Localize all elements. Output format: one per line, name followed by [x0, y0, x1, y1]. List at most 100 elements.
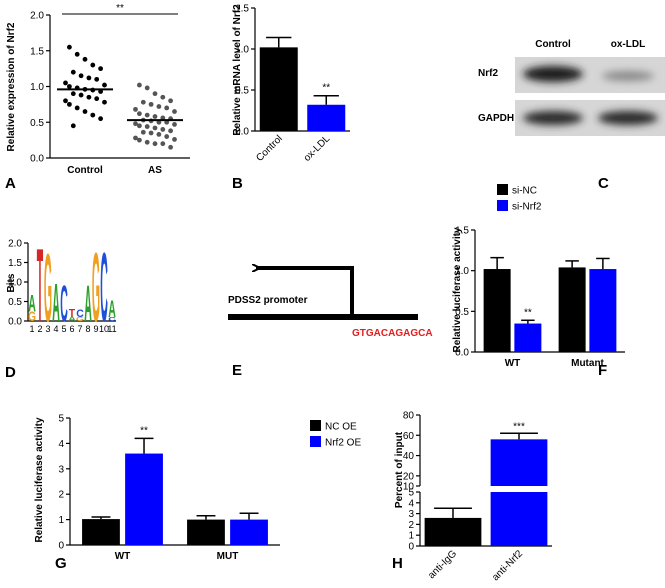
y-tick-label: 40 — [403, 451, 415, 462]
point — [67, 101, 72, 107]
point — [172, 137, 177, 142]
annotation: *** — [513, 421, 525, 432]
legend-label: NC OE — [325, 422, 357, 433]
panel-letter: B — [232, 175, 243, 192]
y-axis-label: Relative expression of Nrf2 — [6, 22, 17, 151]
point — [74, 51, 80, 57]
bar — [490, 439, 548, 486]
bar — [514, 323, 542, 352]
y-tick-label: 0.5 — [8, 297, 22, 308]
annotation: ** — [524, 307, 532, 318]
point — [152, 125, 158, 131]
bar — [125, 453, 163, 545]
point — [133, 121, 138, 127]
bar — [82, 519, 120, 545]
point — [78, 92, 84, 98]
x-tick-label: WT — [115, 551, 131, 562]
bar — [483, 269, 511, 352]
point — [168, 128, 174, 134]
point — [160, 94, 166, 100]
y-tick-label: 0.0 — [30, 154, 44, 165]
point — [148, 101, 154, 107]
blot-band — [598, 111, 658, 125]
x-tick-label: 10 — [99, 324, 109, 334]
point — [78, 73, 84, 79]
panel-letter: F — [598, 362, 607, 379]
x-tick-label: ox-LDL — [302, 133, 333, 164]
panel-letter: D — [5, 364, 16, 381]
chart-g: 0 1 2 3 4 5 ** WT MUT NC OE Nrf2 OE Relative lucife… — [34, 414, 361, 573]
blot-row: Nrf2 — [478, 68, 498, 79]
y-tick-label: 2 — [58, 490, 64, 501]
point — [86, 75, 92, 81]
y-tick-label: 5 — [58, 414, 64, 425]
x-tick-label: 11 — [107, 324, 116, 334]
promoter-label: PDSS2 promoter — [228, 295, 308, 306]
point — [168, 144, 174, 150]
bar — [589, 269, 617, 352]
point — [63, 98, 68, 104]
y-tick-label: 1.5 — [30, 46, 44, 57]
x-tick-label: anti-Nrf2 — [490, 548, 525, 583]
chart-a: 0.0 0.5 1.0 1.5 2.0 Control AS ** Relative expre… — [5, 3, 190, 192]
blot-band — [602, 71, 654, 81]
point — [90, 112, 96, 118]
point — [70, 123, 76, 129]
logo-letter: A — [52, 274, 60, 334]
bar — [259, 47, 298, 131]
blot-row: GAPDH — [478, 113, 514, 124]
y-tick-label: 80 — [403, 411, 415, 422]
y-tick-label: 1.5 — [455, 226, 469, 237]
y-tick-label: 10 — [403, 482, 415, 493]
x-tick-label: 5 — [61, 324, 66, 334]
y-tick-label: 0.5 — [30, 118, 44, 129]
y-tick-label: 0.0 — [235, 127, 249, 138]
point — [82, 56, 88, 62]
y-tick-label: 2.0 — [8, 239, 22, 250]
logo-letter: T — [37, 227, 43, 344]
legend-swatch — [310, 420, 321, 431]
point — [133, 106, 138, 112]
point — [67, 44, 72, 50]
logo-letter: G — [44, 235, 52, 342]
y-tick-label: 2 — [408, 520, 414, 531]
point — [144, 112, 150, 118]
legend-swatch — [497, 184, 508, 195]
bar — [307, 104, 346, 131]
y-tick-label: 1.5 — [8, 258, 22, 269]
x-tick-label: Mutant — [571, 358, 604, 369]
point — [94, 76, 100, 82]
point — [94, 96, 100, 102]
point — [172, 121, 177, 127]
point — [144, 139, 150, 145]
y-tick-label: 1.5 — [235, 4, 249, 15]
point — [140, 129, 146, 135]
blot-column: Control — [535, 39, 571, 50]
y-tick-label: 1 — [58, 515, 64, 526]
point — [90, 62, 96, 68]
y-tick-label: 1 — [408, 531, 414, 542]
chart-f: 0.0 0.5 1.0 1.5 ** WT Mutant si-NC si-Nrf2 Relati… — [452, 184, 625, 379]
point — [152, 91, 158, 97]
x-tick-label: MUT — [217, 551, 239, 562]
y-tick-label: 20 — [403, 471, 415, 482]
point — [137, 82, 142, 88]
y-axis-label: Relative luciferase activity — [34, 417, 45, 543]
x-tick-label: Control — [254, 133, 285, 164]
point — [152, 114, 158, 119]
chart-b: 0.0 0.5 1.0 1.5 Control ox-LDL ** Relative mRNA… — [232, 4, 350, 192]
y-tick-label: 0.5 — [455, 307, 469, 318]
y-tick-label: 0.5 — [235, 86, 249, 97]
blot-band — [523, 66, 583, 82]
y-tick-label: 4 — [58, 439, 64, 450]
bar — [424, 517, 482, 546]
panel-letter: E — [232, 362, 242, 379]
point — [133, 135, 138, 141]
y-tick-label: 1.0 — [30, 82, 44, 93]
x-tick-label: anti-IgG — [426, 548, 459, 581]
x-tick-label: 7 — [77, 324, 82, 334]
logo-letter: A — [84, 275, 92, 332]
annotation: ** — [322, 83, 330, 94]
